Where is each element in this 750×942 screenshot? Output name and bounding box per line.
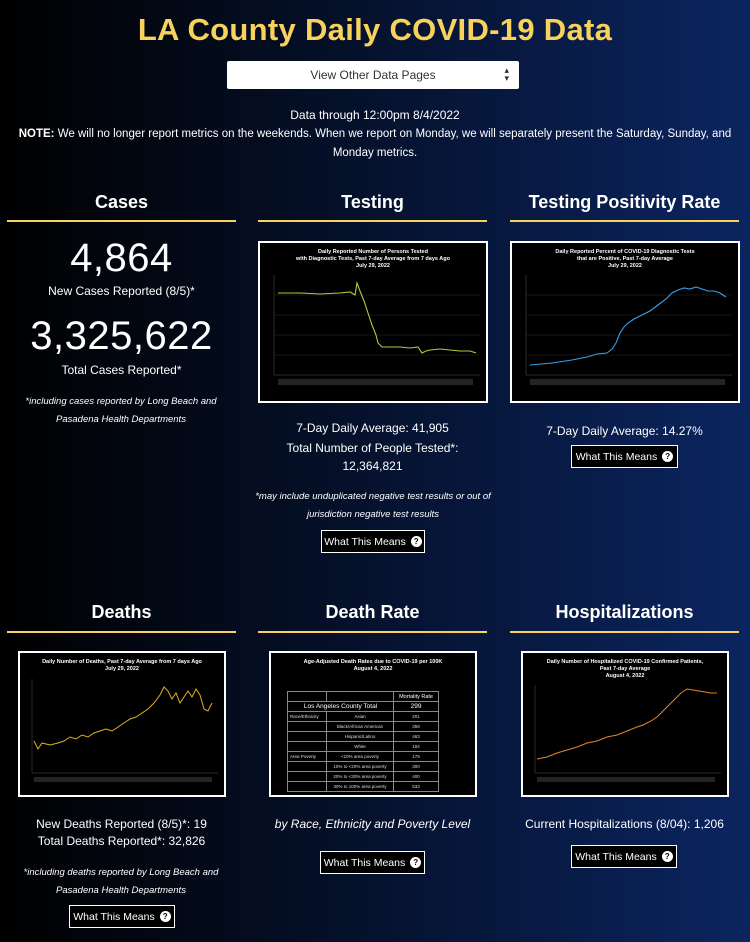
select-arrows-icon: ▴ ▾	[504, 65, 509, 83]
hospitalizations-divider	[510, 631, 739, 633]
table-row: Race/Ethnicity Asian 201	[287, 711, 439, 722]
page-title: LA County Daily COVID-19 Data	[137, 12, 613, 47]
cases-divider	[7, 220, 236, 222]
positivity-title: Testing Positivity Rate	[528, 192, 721, 212]
hospitalizations-chart-title: Daily Number of Hospitalized COVID-19 Co…	[546, 659, 704, 665]
total-deaths-text: Total Deaths Reported*: 32,826	[37, 834, 206, 848]
hospitalizations-title: Hospitalizations	[555, 602, 694, 622]
deaths-chart[interactable]: Daily Number of Deaths, Past 7-day Avera…	[18, 651, 226, 797]
hospitalizations-chart-date: August 4, 2022	[605, 673, 645, 679]
death-rate-table-image[interactable]: Age-Adjusted Death Rates due to COVID-19…	[269, 651, 477, 797]
deaths-footnote: *including deaths reported by Long Beach…	[23, 867, 219, 896]
hospitalizations-what-this-means-button[interactable]: What This Means?	[571, 845, 677, 868]
testing-chart-date: July 29, 2022	[356, 263, 390, 269]
death-rate-caption: by Race, Ethnicity and Poverty Level	[274, 817, 471, 831]
testing-title: Testing	[341, 192, 404, 212]
total-cases-value: 3,325,622	[30, 314, 213, 358]
testing-footnote: *may include unduplicated negative test …	[255, 491, 491, 520]
new-cases-value: 4,864	[70, 236, 173, 280]
testing-daily-average: 7-Day Daily Average: 41,905	[296, 421, 449, 435]
death-rate-divider	[258, 631, 487, 633]
testing-chart-subtitle: with Diagnostic Tests, Past 7-day Averag…	[296, 256, 450, 262]
hospitalizations-chart-subtitle: Past 7-day Average	[599, 666, 651, 672]
deaths-title: Deaths	[91, 602, 152, 622]
new-deaths-text: New Deaths Reported (8/5)*: 19	[36, 817, 207, 831]
hospitalizations-chart[interactable]: Daily Number of Hospitalized COVID-19 Co…	[521, 651, 729, 797]
new-cases-label: New Cases Reported (8/5)*	[48, 284, 195, 298]
total-cases-label: Total Cases Reported*	[61, 363, 182, 377]
death-rate-button-label: What This Means	[323, 856, 406, 869]
table-row: 30% to 100% area poverty 533	[287, 781, 439, 792]
positivity-divider	[510, 220, 739, 222]
cases-footnote: *including cases reported by Long Beach …	[25, 396, 217, 425]
hospitalizations-chart-plot	[534, 685, 721, 782]
testing-button-label: What This Means	[324, 535, 406, 548]
positivity-button-label: What This Means	[575, 450, 658, 463]
positivity-chart[interactable]: Daily Reported Percent of COVID-19 Diagn…	[510, 241, 740, 403]
deaths-chart-title: Daily Number of Deaths, Past 7-day Avera…	[42, 659, 202, 665]
death-rate-what-this-means-button[interactable]: What This Means?	[320, 851, 425, 874]
table-row: Black/African American 359	[287, 721, 439, 732]
deaths-what-this-means-button[interactable]: What This Means?	[69, 905, 175, 928]
positivity-chart-title: Daily Reported Percent of COVID-19 Diagn…	[555, 249, 695, 255]
table-row: 10% to <20% area poverty 300	[287, 761, 439, 772]
testing-chart-title: Daily Reported Number of Persons Tested	[318, 249, 428, 255]
testing-total-value: 12,364,821	[342, 459, 403, 473]
table-header: Mortality Rate	[393, 691, 439, 702]
death-rate-chart-date: August 4, 2022	[353, 666, 393, 672]
positivity-what-this-means-button[interactable]: What This Means?	[571, 445, 678, 468]
cases-title: Cases	[94, 192, 149, 212]
question-icon: ?	[410, 536, 422, 547]
death-rate-table: Mortality Rate Los Angeles County Total 2…	[286, 691, 439, 792]
table-row: Area Poverty <10% area poverty 179	[287, 751, 439, 762]
testing-what-this-means-button[interactable]: What This Means?	[321, 530, 425, 553]
testing-chart[interactable]: Daily Reported Number of Persons Tested …	[258, 241, 488, 403]
question-icon: ?	[410, 857, 422, 868]
positivity-chart-plot	[525, 275, 732, 385]
table-row: 20% to <30% area poverty 400	[287, 771, 439, 782]
note-text: We will no longer report metrics on the …	[54, 128, 732, 159]
deaths-chart-date: July 29, 2022	[105, 666, 139, 672]
question-icon: ?	[662, 451, 674, 462]
testing-divider	[258, 220, 487, 222]
death-rate-chart-title: Age-Adjusted Death Rates due to COVID-19…	[303, 659, 443, 665]
positivity-chart-subtitle: that are Positive, Past 7-day Average	[577, 256, 673, 262]
testing-total-label: Total Number of People Tested*:	[286, 441, 459, 455]
note-label: NOTE:	[18, 128, 55, 140]
question-icon: ?	[159, 911, 171, 922]
data-pages-select[interactable]: View Other Data Pages ▴ ▾	[227, 61, 519, 89]
table-total-label: Los Angeles County Total	[286, 701, 395, 712]
question-icon: ?	[661, 851, 673, 862]
death-rate-title: Death Rate	[325, 602, 420, 622]
table-row: White 184	[287, 741, 439, 752]
current-hospitalizations-text: Current Hospitalizations (8/04): 1,206	[525, 817, 724, 831]
table-row: Hispanic/Latino 463	[287, 731, 439, 742]
data-through-text: Data through 12:00pm 8/4/2022	[290, 108, 460, 122]
positivity-chart-date: July 29, 2022	[608, 263, 642, 269]
weekend-note: NOTE: We will no longer report metrics o…	[10, 125, 740, 163]
select-label: View Other Data Pages	[310, 68, 436, 82]
deaths-chart-plot	[31, 679, 218, 782]
deaths-button-label: What This Means	[73, 910, 155, 923]
testing-chart-plot	[273, 275, 480, 385]
positivity-daily-average: 7-Day Daily Average: 14.27%	[546, 424, 703, 438]
deaths-divider	[7, 631, 236, 633]
hospitalizations-button-label: What This Means	[575, 850, 657, 863]
table-total-value: 299	[393, 701, 439, 712]
